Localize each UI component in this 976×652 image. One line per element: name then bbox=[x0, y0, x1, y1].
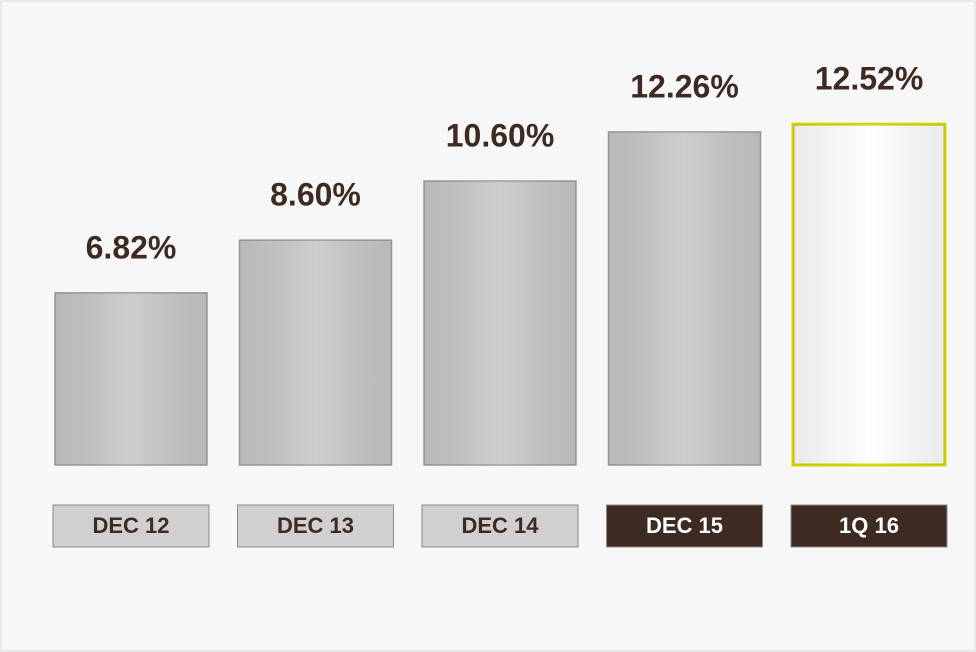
x-tick-label: DEC 14 bbox=[461, 513, 539, 538]
bar bbox=[54, 292, 208, 466]
x-tick-label: 1Q 16 bbox=[839, 513, 899, 538]
bar bbox=[791, 122, 947, 467]
category-box bbox=[606, 504, 763, 548]
x-tick-label: DEC 12 bbox=[92, 513, 169, 538]
value-label: 10.60% bbox=[446, 117, 555, 153]
category-box bbox=[790, 504, 948, 548]
value-label: 12.52% bbox=[815, 61, 924, 97]
category-box bbox=[421, 504, 579, 548]
x-tick-label: DEC 15 bbox=[646, 513, 723, 538]
category-box bbox=[52, 504, 210, 548]
bar bbox=[238, 239, 393, 466]
value-label: 12.26% bbox=[630, 68, 739, 104]
value-label: 6.82% bbox=[86, 229, 177, 265]
bar bbox=[607, 131, 762, 466]
category-box bbox=[237, 504, 394, 548]
bar bbox=[423, 180, 577, 466]
value-label: 8.60% bbox=[270, 177, 361, 213]
x-tick-label: DEC 13 bbox=[277, 513, 354, 538]
